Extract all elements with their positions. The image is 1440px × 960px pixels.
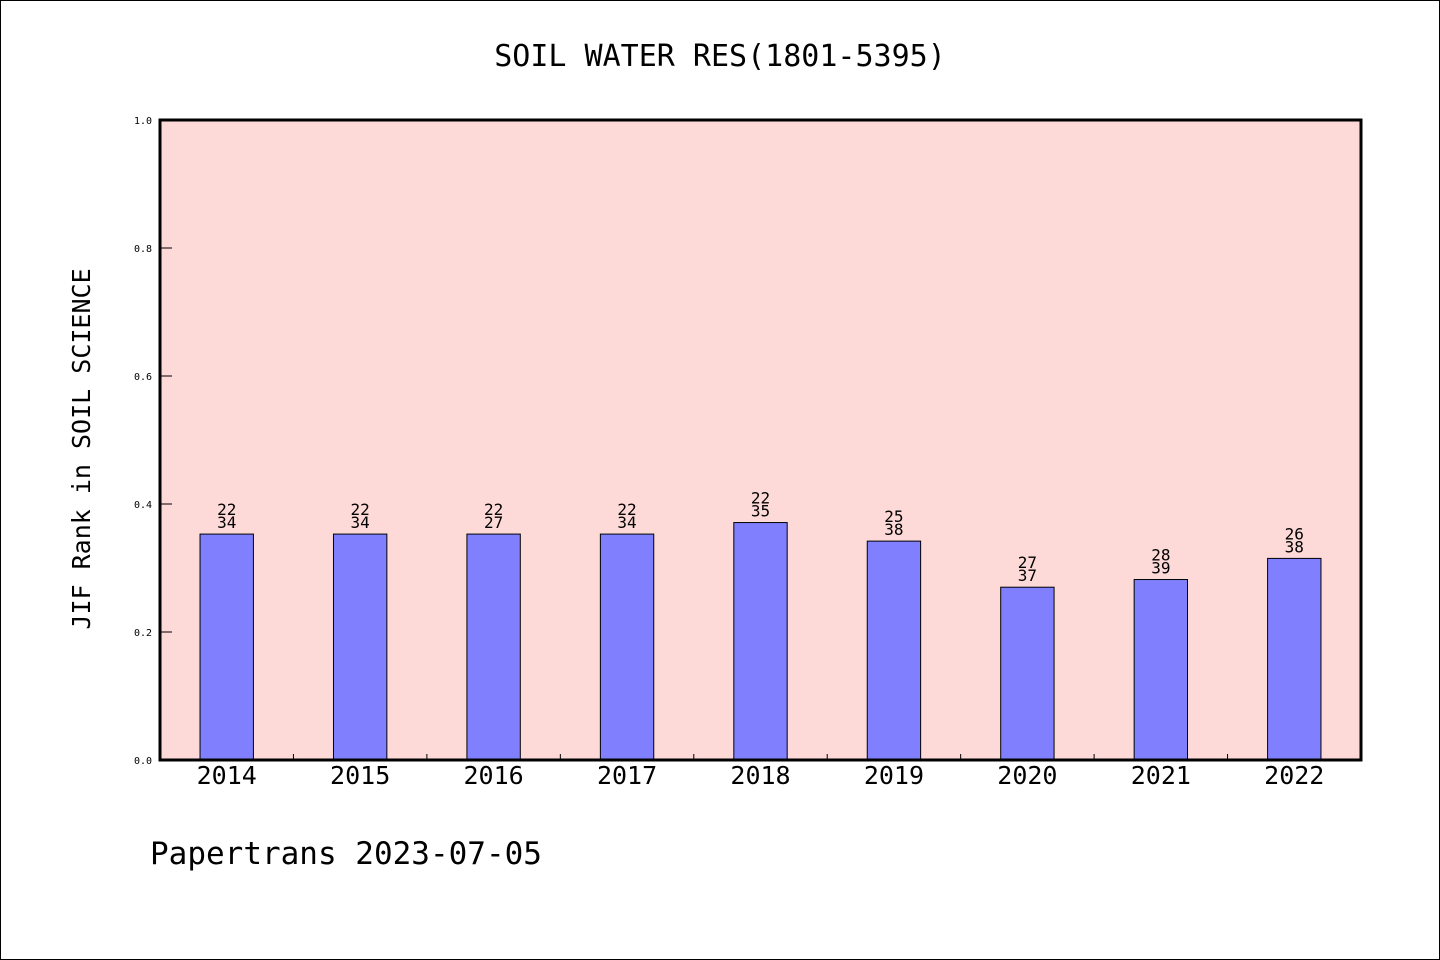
data-label-total: 35 <box>751 502 770 521</box>
y-tick-label: 1.0 <box>134 116 152 127</box>
data-label-total: 38 <box>884 520 903 539</box>
bar <box>599 533 655 761</box>
data-label-rank: 22 <box>484 500 503 519</box>
data-label-rank: 22 <box>751 489 770 508</box>
bar <box>1133 579 1189 761</box>
y-tick-label: 0.4 <box>134 500 152 511</box>
chart-title: SOIL WATER RES(1801-5395) <box>494 39 946 74</box>
bar <box>199 533 254 761</box>
y-tick-label: 0.2 <box>134 628 152 639</box>
footer-credit: Papertrans 2023-07-05 <box>150 836 542 872</box>
y-tick-label: 0.8 <box>134 244 152 255</box>
data-label-rank: 27 <box>1018 553 1037 572</box>
data-label-rank: 25 <box>884 507 903 526</box>
data-label-rank: 22 <box>351 500 370 519</box>
bar <box>1267 557 1322 761</box>
x-tick-label: 2015 <box>330 761 390 790</box>
y-tick-label: 0.0 <box>134 756 152 767</box>
data-label-total: 37 <box>1018 566 1037 585</box>
x-tick-label: 2022 <box>1264 761 1324 790</box>
bar-series <box>199 522 1322 761</box>
data-label-total: 34 <box>351 513 370 532</box>
bar <box>332 533 388 761</box>
bar <box>466 533 521 761</box>
x-tick-label: 2016 <box>464 761 524 790</box>
y-tick-label: 0.6 <box>134 372 152 383</box>
data-label-rank: 22 <box>217 500 236 519</box>
data-label-rank: 26 <box>1285 524 1304 543</box>
data-label-total: 34 <box>617 513 636 532</box>
plot-border <box>158 118 1363 762</box>
data-label-total: 34 <box>217 513 236 532</box>
x-tick-label: 2020 <box>997 761 1057 790</box>
data-label-rank: 22 <box>617 500 636 519</box>
bar <box>733 522 788 761</box>
data-label-rank: 28 <box>1151 546 1170 565</box>
bar <box>866 540 922 761</box>
y-axis-label: JIF Rank in SOIL SCIENCE <box>67 268 96 629</box>
data-label-total: 38 <box>1285 537 1304 556</box>
x-tick-label: 2014 <box>197 761 257 790</box>
x-tick-label: 2017 <box>597 761 657 790</box>
x-tick-label: 2019 <box>864 761 924 790</box>
x-tick-label: 2018 <box>730 761 790 790</box>
x-tick-label: 2021 <box>1131 761 1191 790</box>
data-label-total: 39 <box>1151 559 1170 578</box>
x-axis: 2014 2015 2016 2017 2018 2019 2020 2021 2022 <box>197 754 1324 790</box>
data-label-total: 27 <box>484 513 503 532</box>
bar <box>1000 586 1055 761</box>
